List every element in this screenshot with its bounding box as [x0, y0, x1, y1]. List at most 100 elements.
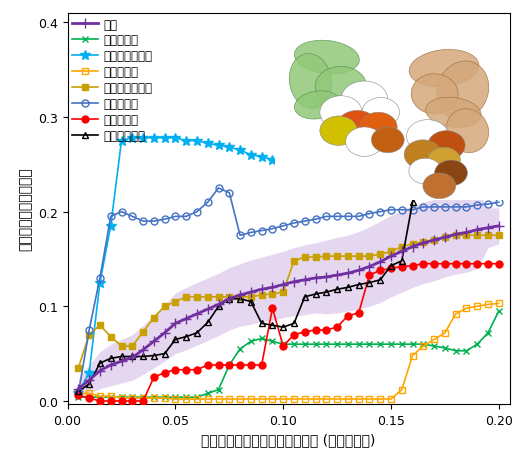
リトナビル — [237, 233, 243, 239]
リトナビル — [409, 207, 415, 213]
ダルナビル — [97, 395, 103, 400]
ロピナビル — [86, 391, 92, 396]
リトナビル — [75, 391, 82, 396]
リトナビル — [129, 214, 135, 219]
ダルナビル — [86, 395, 92, 400]
リトナビル — [452, 205, 459, 210]
サキナビル — [496, 261, 502, 267]
ダルナビル — [280, 341, 287, 347]
チプラナビル — [302, 294, 308, 300]
ネルフィナビル — [356, 254, 362, 259]
リトナビル — [485, 202, 491, 207]
平均 — [119, 358, 125, 364]
ネルフィナビル — [442, 235, 448, 241]
平均 — [258, 287, 265, 292]
平均 — [269, 285, 276, 291]
ロピナビル — [75, 391, 82, 396]
インディナビル — [129, 136, 135, 141]
サキナビル — [463, 261, 470, 267]
ダルナビル — [151, 395, 157, 400]
ネルフィナビル — [183, 294, 189, 300]
チプラナビル — [291, 321, 297, 326]
サキナビル — [334, 325, 340, 330]
平均 — [485, 225, 491, 231]
ロピナビル — [258, 397, 265, 402]
チプラナビル — [356, 282, 362, 288]
チプラナビル — [485, 166, 491, 172]
チプラナビル — [313, 291, 319, 297]
インディナビル — [269, 157, 276, 163]
インディナビル — [496, 87, 502, 92]
ダルナビル — [463, 348, 470, 354]
ネルフィナビル — [345, 254, 351, 259]
ネルフィナビル — [226, 294, 232, 300]
リトナビル — [399, 207, 405, 213]
ロピナビル — [313, 397, 319, 402]
Line: ネルフィナビル: ネルフィナビル — [75, 232, 502, 371]
サキナビル — [226, 363, 232, 368]
チプラナビル — [205, 320, 211, 325]
平均 — [140, 347, 146, 353]
ダルナビル — [108, 395, 114, 400]
ダルナビル — [334, 341, 340, 347]
チプラナビル — [474, 164, 480, 169]
チプラナビル — [420, 169, 426, 174]
平均 — [431, 238, 437, 243]
サキナビル — [97, 398, 103, 404]
チプラナビル — [409, 200, 415, 206]
チプラナビル — [280, 325, 287, 330]
ダルナビル — [269, 339, 276, 344]
平均 — [226, 297, 232, 302]
ダルナビル — [75, 395, 82, 400]
インディナビル — [108, 224, 114, 229]
リトナビル — [442, 205, 448, 210]
サキナビル — [75, 392, 82, 398]
Legend: 平均, ダルナビル, インディナビル, ロピナビル, ネルフィナビル, リトナビル, サキナビル, チプラナビル: 平均, ダルナビル, インディナビル, ロピナビル, ネルフィナビル, リトナビ… — [71, 17, 153, 144]
ダルナビル — [172, 395, 178, 400]
平均 — [194, 311, 200, 317]
インディナビル — [291, 162, 297, 168]
平均 — [86, 378, 92, 383]
ダルナビル — [183, 395, 189, 400]
平均 — [399, 249, 405, 255]
ダルナビル — [129, 395, 135, 400]
リトナビル — [366, 211, 372, 217]
サキナビル — [183, 367, 189, 373]
リトナビル — [323, 214, 330, 219]
サキナビル — [302, 330, 308, 335]
チプラナビル — [463, 164, 470, 169]
平均 — [97, 368, 103, 374]
ロピナビル — [151, 396, 157, 401]
チプラナビル — [248, 299, 254, 305]
平均 — [291, 280, 297, 285]
サキナビル — [431, 261, 437, 267]
ロピナビル — [496, 301, 502, 307]
チプラナビル — [140, 354, 146, 359]
リトナビル — [226, 190, 232, 196]
リトナビル — [205, 200, 211, 206]
インディナビル — [280, 160, 287, 166]
チプラナビル — [377, 277, 383, 283]
サキナビル — [248, 363, 254, 368]
ネルフィナビル — [97, 323, 103, 328]
平均 — [366, 264, 372, 270]
ダルナビル — [313, 341, 319, 347]
ロピナビル — [172, 397, 178, 402]
チプラナビル — [194, 330, 200, 336]
平均 — [215, 302, 222, 308]
平均 — [356, 268, 362, 274]
インディナビル — [140, 136, 146, 141]
ネルフィナビル — [409, 241, 415, 247]
サキナビル — [269, 306, 276, 311]
Line: サキナビル: サキナビル — [75, 261, 502, 404]
平均 — [151, 339, 157, 344]
インディナビル — [356, 164, 362, 169]
ロピナビル — [442, 330, 448, 336]
インディナビル — [431, 145, 437, 151]
サキナビル — [323, 327, 330, 333]
サキナビル — [409, 263, 415, 269]
インディナビル — [248, 153, 254, 158]
インディナビル — [194, 139, 200, 144]
ダルナビル — [431, 343, 437, 349]
チプラナビル — [97, 361, 103, 366]
